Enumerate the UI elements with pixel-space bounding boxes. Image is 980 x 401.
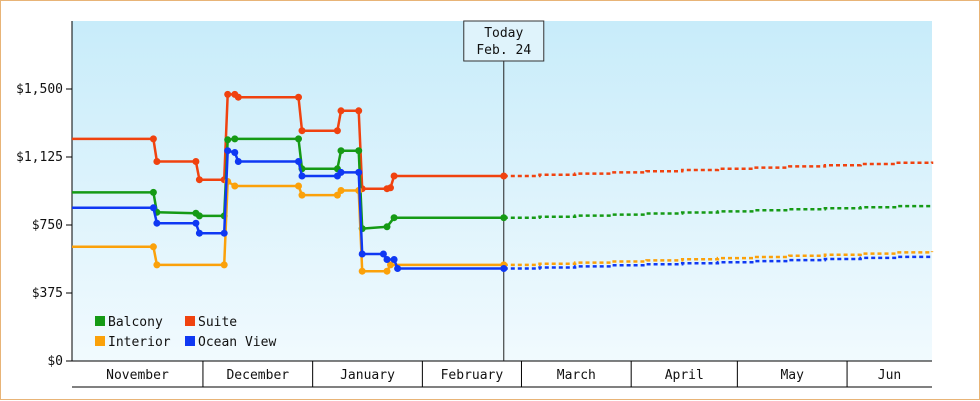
today-box <box>463 20 545 62</box>
data-point <box>220 261 228 269</box>
data-point <box>358 267 366 275</box>
data-point <box>224 147 232 155</box>
data-point <box>295 182 302 190</box>
x-month-label: April <box>665 368 704 383</box>
legend-item-balcony: Balcony <box>95 315 163 330</box>
x-axis: November December January February March Apri… <box>72 360 932 388</box>
data-point <box>192 158 200 165</box>
data-point <box>394 265 402 272</box>
data-point <box>500 172 508 180</box>
data-point <box>390 172 398 180</box>
data-point <box>337 168 345 176</box>
data-point <box>355 168 363 176</box>
data-point <box>149 188 157 196</box>
series-interior <box>72 178 934 275</box>
data-point <box>379 250 387 258</box>
legend-label: Balcony <box>108 315 163 330</box>
data-point <box>390 256 398 263</box>
data-point <box>224 136 232 144</box>
y-tick-label: $375 <box>32 286 63 301</box>
y-tick-label: $1,125 <box>16 150 63 165</box>
y-tick-label: $750 <box>32 218 63 233</box>
data-point <box>500 265 508 272</box>
x-month-label: February <box>441 368 504 383</box>
data-point <box>231 182 239 190</box>
data-point <box>337 187 345 194</box>
series-ocean-view <box>72 147 934 272</box>
data-point <box>298 172 306 180</box>
today-label: Today <box>484 26 523 41</box>
data-point <box>298 127 306 135</box>
data-point <box>195 176 203 184</box>
legend-swatch <box>185 316 195 326</box>
data-point <box>383 267 391 275</box>
data-point <box>295 158 302 165</box>
data-point <box>337 107 345 115</box>
today-marker: Today Feb. 24 <box>463 20 545 361</box>
data-point <box>387 261 394 269</box>
legend-item-ocean-view: Ocean View <box>185 335 276 350</box>
legend-swatch <box>185 336 195 346</box>
x-month-label: November <box>106 368 169 383</box>
plot-background <box>72 21 932 361</box>
data-point <box>337 147 345 155</box>
data-point <box>383 223 391 231</box>
data-point <box>195 229 203 237</box>
data-point <box>231 135 239 143</box>
forecast-line-ocean-view <box>503 255 934 270</box>
data-point <box>220 229 228 237</box>
data-point <box>298 191 306 199</box>
series-lines <box>72 90 934 275</box>
legend-item-suite: Suite <box>185 315 237 330</box>
y-tick-label: $1,500 <box>16 82 63 97</box>
data-point <box>149 243 157 251</box>
legend-label: Ocean View <box>198 335 276 350</box>
legend-swatch <box>95 316 105 326</box>
data-point <box>390 214 398 222</box>
series-balcony <box>72 135 934 233</box>
data-point <box>149 135 157 143</box>
legend-item-interior: Interior <box>95 335 171 350</box>
x-month-label: May <box>780 368 804 383</box>
x-month-label: December <box>226 368 289 383</box>
data-point <box>500 214 508 222</box>
legend: Balcony Suite Interior Ocean View <box>95 315 276 350</box>
data-point <box>355 107 363 115</box>
legend-label: Interior <box>108 335 171 350</box>
data-point <box>149 204 157 212</box>
data-point <box>333 127 341 135</box>
data-point <box>195 212 203 220</box>
data-point <box>355 147 363 155</box>
forecast-line-suite <box>503 161 934 178</box>
data-point <box>234 158 242 165</box>
x-month-label: January <box>340 368 395 383</box>
data-point <box>192 219 200 227</box>
legend-label: Suite <box>198 315 237 330</box>
data-point <box>224 90 232 98</box>
data-point <box>295 93 302 101</box>
forecast-line-interior <box>503 251 934 267</box>
y-tick-label: $0 <box>47 354 63 369</box>
data-point <box>387 184 394 192</box>
x-month-label: March <box>557 368 596 383</box>
data-point <box>153 158 161 165</box>
data-point <box>383 256 391 263</box>
data-point <box>234 93 242 101</box>
series-suite <box>72 90 934 193</box>
data-point <box>153 261 161 269</box>
today-date-label: Feb. 24 <box>476 43 531 58</box>
data-point <box>295 135 302 143</box>
x-month-label: Jun <box>878 368 901 383</box>
data-point <box>231 149 239 156</box>
y-axis: $0 $375 $750 $1,125 $1,500 <box>16 21 73 369</box>
forecast-line-balcony <box>503 204 934 219</box>
legend-swatch <box>95 336 105 346</box>
data-point <box>358 250 366 258</box>
data-point <box>153 219 161 227</box>
